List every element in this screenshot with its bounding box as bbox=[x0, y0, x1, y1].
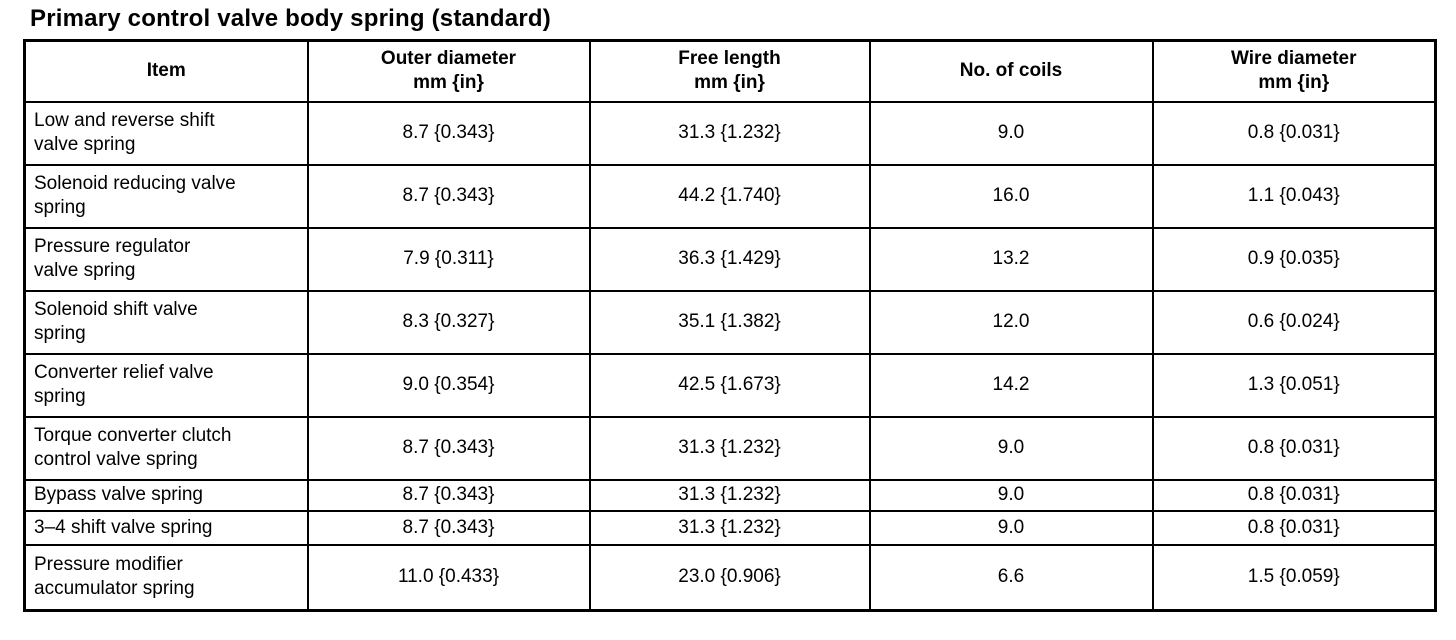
cell-free-length: 31.3 {1.232} bbox=[588, 100, 871, 166]
item-label: 3–4 shift valve spring bbox=[34, 516, 213, 538]
table-row-solenoid-reducing-valve-spring: Solenoid reducing valve spring 8.7 {0.34… bbox=[23, 163, 1437, 229]
table-row-3-4-shift-valve-spring: 3–4 shift valve spring 8.7 {0.343} 31.3 … bbox=[23, 509, 1437, 546]
cell-wire-diameter: 0.8 {0.031} bbox=[1151, 100, 1437, 166]
cell-item: Pressure modifier accumulator spring bbox=[23, 543, 309, 612]
cell-free-length: 36.3 {1.429} bbox=[588, 226, 871, 292]
cell-no-of-coils: 9.0 bbox=[868, 415, 1154, 481]
cell-wire-diameter: 1.5 {0.059} bbox=[1151, 543, 1437, 612]
cell-item: 3–4 shift valve spring bbox=[23, 509, 309, 546]
cell-item: Torque converter clutch control valve sp… bbox=[23, 415, 309, 481]
col-header-wire-diameter-label: Wire diameter bbox=[1231, 48, 1357, 70]
table-row-solenoid-shift-valve-spring: Solenoid shift valve spring 8.3 {0.327} … bbox=[23, 289, 1437, 355]
cell-free-length: 31.3 {1.232} bbox=[588, 415, 871, 481]
cell-outer-diameter: 9.0 {0.354} bbox=[306, 352, 591, 418]
col-header-free-length-unit: mm {in} bbox=[694, 72, 765, 94]
col-header-outer-diameter-label: Outer diameter bbox=[380, 48, 517, 70]
col-header-outer-diameter: Outer diameter mm {in} bbox=[306, 39, 591, 103]
cell-outer-diameter: 8.7 {0.343} bbox=[306, 163, 591, 229]
cell-item: Bypass valve spring bbox=[23, 478, 309, 512]
table-row-pressure-regulator-valve-spring: Pressure regulator valve spring 7.9 {0.3… bbox=[23, 226, 1437, 292]
table-row-torque-converter-clutch-control-valve-spring: Torque converter clutch control valve sp… bbox=[23, 415, 1437, 481]
cell-wire-diameter: 0.8 {0.031} bbox=[1151, 415, 1437, 481]
item-label: Converter relief valve spring bbox=[34, 362, 214, 407]
cell-wire-diameter: 1.3 {0.051} bbox=[1151, 352, 1437, 418]
cell-free-length: 35.1 {1.382} bbox=[588, 289, 871, 355]
item-label: Pressure modifier accumulator spring bbox=[34, 554, 195, 600]
cell-no-of-coils: 12.0 bbox=[868, 289, 1154, 355]
document-page: Primary control valve body spring (stand… bbox=[23, 5, 1437, 612]
cell-no-of-coils: 6.6 bbox=[868, 543, 1154, 612]
cell-wire-diameter: 1.1 {0.043} bbox=[1151, 163, 1437, 229]
col-header-item-label: Item bbox=[146, 60, 186, 82]
cell-no-of-coils: 9.0 bbox=[868, 100, 1154, 166]
cell-item: Solenoid shift valve spring bbox=[23, 289, 309, 355]
cell-outer-diameter: 7.9 {0.311} bbox=[306, 226, 591, 292]
page-title: Primary control valve body spring (stand… bbox=[30, 5, 551, 32]
cell-wire-diameter: 0.8 {0.031} bbox=[1151, 509, 1437, 546]
cell-outer-diameter: 8.7 {0.343} bbox=[306, 478, 591, 512]
cell-outer-diameter: 8.3 {0.327} bbox=[306, 289, 591, 355]
cell-no-of-coils: 9.0 bbox=[868, 478, 1154, 512]
col-header-outer-diameter-unit: mm {in} bbox=[413, 72, 484, 94]
cell-free-length: 44.2 {1.740} bbox=[588, 163, 871, 229]
cell-outer-diameter: 8.7 {0.343} bbox=[306, 509, 591, 546]
cell-wire-diameter: 0.6 {0.024} bbox=[1151, 289, 1437, 355]
cell-item: Converter relief valve spring bbox=[23, 352, 309, 418]
header-row: Item Outer diameter mm {in} Free length … bbox=[23, 39, 1437, 103]
item-label: Low and reverse shift valve spring bbox=[34, 110, 215, 155]
col-header-wire-diameter: Wire diameter mm {in} bbox=[1151, 39, 1437, 103]
col-header-no-of-coils-label: No. of coils bbox=[959, 60, 1063, 82]
cell-free-length: 42.5 {1.673} bbox=[588, 352, 871, 418]
cell-item: Solenoid reducing valve spring bbox=[23, 163, 309, 229]
cell-outer-diameter: 8.7 {0.343} bbox=[306, 100, 591, 166]
cell-wire-diameter: 0.9 {0.035} bbox=[1151, 226, 1437, 292]
cell-no-of-coils: 13.2 bbox=[868, 226, 1154, 292]
cell-outer-diameter: 11.0 {0.433} bbox=[306, 543, 591, 612]
spring-spec-table: Item Outer diameter mm {in} Free length … bbox=[23, 39, 1437, 612]
item-label: Torque converter clutch control valve sp… bbox=[34, 425, 232, 470]
table-row-low-and-reverse-shift-valve-spring: Low and reverse shift valve spring 8.7 {… bbox=[23, 100, 1437, 166]
table-row-bypass-valve-spring: Bypass valve spring 8.7 {0.343} 31.3 {1.… bbox=[23, 478, 1437, 512]
col-header-no-of-coils: No. of coils bbox=[868, 39, 1154, 103]
col-header-free-length-label: Free length bbox=[678, 48, 781, 70]
col-header-wire-diameter-unit: mm {in} bbox=[1258, 72, 1330, 94]
item-label: Solenoid reducing valve spring bbox=[34, 173, 236, 218]
cell-item: Pressure regulator valve spring bbox=[23, 226, 309, 292]
item-label: Bypass valve spring bbox=[34, 484, 203, 505]
col-header-item: Item bbox=[23, 39, 309, 103]
cell-free-length: 31.3 {1.232} bbox=[588, 478, 871, 512]
cell-free-length: 31.3 {1.232} bbox=[588, 509, 871, 546]
table-row-converter-relief-valve-spring: Converter relief valve spring 9.0 {0.354… bbox=[23, 352, 1437, 418]
cell-outer-diameter: 8.7 {0.343} bbox=[306, 415, 591, 481]
cell-free-length: 23.0 {0.906} bbox=[588, 543, 871, 612]
col-header-free-length: Free length mm {in} bbox=[588, 39, 871, 103]
cell-item: Low and reverse shift valve spring bbox=[23, 100, 309, 166]
cell-no-of-coils: 16.0 bbox=[868, 163, 1154, 229]
item-label: Solenoid shift valve spring bbox=[34, 299, 198, 344]
cell-no-of-coils: 14.2 bbox=[868, 352, 1154, 418]
cell-no-of-coils: 9.0 bbox=[868, 509, 1154, 546]
table-row-pressure-modifier-accumulator-spring: Pressure modifier accumulator spring 11.… bbox=[23, 543, 1437, 612]
cell-wire-diameter: 0.8 {0.031} bbox=[1151, 478, 1437, 512]
item-label: Pressure regulator valve spring bbox=[34, 236, 191, 281]
